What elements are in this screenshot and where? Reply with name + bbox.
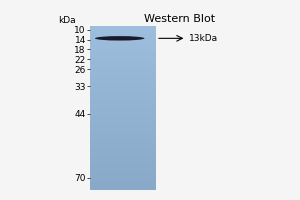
Bar: [90, 165, 156, 174]
Bar: [90, 157, 156, 165]
Bar: [90, 100, 156, 108]
Bar: [90, 182, 156, 190]
Bar: [90, 67, 156, 75]
Bar: [90, 116, 156, 124]
Bar: [90, 133, 156, 141]
Bar: [90, 26, 156, 34]
Bar: [90, 83, 156, 92]
Bar: [90, 141, 156, 149]
Bar: [90, 108, 156, 116]
Bar: [90, 149, 156, 157]
Bar: [90, 92, 156, 100]
Bar: [90, 59, 156, 67]
Bar: [90, 174, 156, 182]
Text: kDa: kDa: [58, 16, 76, 25]
Bar: [90, 75, 156, 83]
Ellipse shape: [95, 36, 145, 41]
Text: Western Blot: Western Blot: [144, 14, 216, 24]
Bar: [90, 124, 156, 133]
Bar: [90, 34, 156, 42]
Bar: [90, 42, 156, 51]
Bar: [90, 51, 156, 59]
Text: 13kDa: 13kDa: [189, 34, 218, 43]
